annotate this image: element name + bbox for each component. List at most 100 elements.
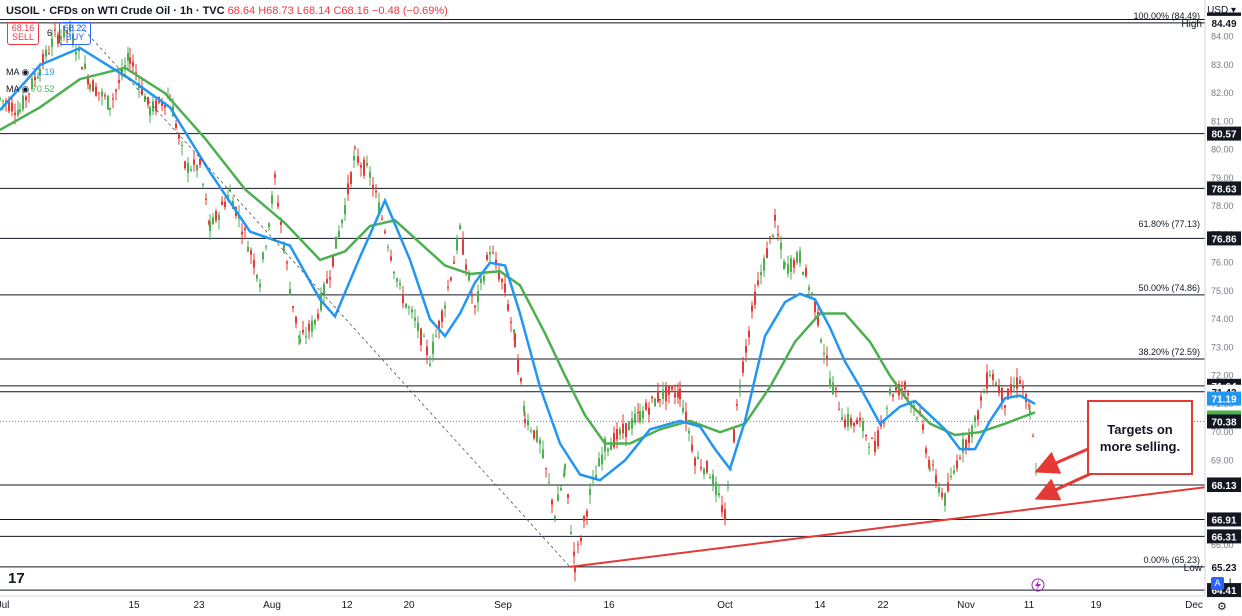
- price-bar-body: [441, 310, 443, 322]
- annotation-callout[interactable]: Targets on more selling.: [1087, 400, 1193, 475]
- price-bar-body: [811, 292, 813, 294]
- auto-scale-button[interactable]: A: [1211, 577, 1224, 590]
- buy-button[interactable]: 68.22 BUY: [59, 22, 91, 45]
- price-bar-body: [477, 290, 479, 303]
- y-tick-label: 76.00: [1211, 258, 1234, 268]
- price-label-box: [1207, 15, 1241, 30]
- price-bar-body: [405, 303, 407, 308]
- price-bar-body: [739, 386, 741, 388]
- ma-fast-legend[interactable]: MA ◉ 71.19: [6, 67, 54, 78]
- support-trendline: [569, 486, 1206, 568]
- price-bar-body: [63, 25, 65, 38]
- callout-line-2: more selling.: [1099, 439, 1181, 454]
- price-bar-body: [777, 234, 779, 236]
- price-bar-body: [826, 355, 828, 360]
- price-bar-body: [178, 134, 180, 139]
- price-bar-body: [1028, 404, 1030, 406]
- lightning-icon[interactable]: [1031, 578, 1045, 592]
- price-bar-body: [298, 335, 300, 338]
- gear-icon[interactable]: ⚙: [1217, 601, 1227, 613]
- price-bar-body: [375, 190, 377, 193]
- price-bar-body: [567, 494, 569, 498]
- price-bar-body: [634, 413, 636, 423]
- price-bar-body: [283, 245, 285, 252]
- price-bar-body: [577, 544, 579, 546]
- price-bar-body: [112, 98, 114, 100]
- price-bar-body: [438, 320, 440, 331]
- price-label: 70.38: [1211, 417, 1236, 428]
- eye-icon[interactable]: ◉: [21, 84, 30, 94]
- price-bar-body: [453, 261, 455, 264]
- price-bar-body: [932, 464, 934, 466]
- price-bar-body: [462, 239, 464, 255]
- price-bar-body: [314, 319, 316, 325]
- price-bar-body: [1016, 377, 1018, 389]
- price-bar-body: [504, 283, 506, 293]
- price-bar-body: [950, 475, 952, 478]
- price-bar-body: [642, 410, 644, 419]
- price-bar-body: [209, 221, 211, 231]
- price-bar-body: [347, 183, 349, 195]
- price-bar-body: [745, 346, 747, 353]
- price-bar-body: [465, 264, 467, 270]
- price-bar-body: [757, 280, 759, 285]
- price-bar-body: [175, 123, 177, 129]
- y-tick-label: 75.00: [1211, 286, 1234, 296]
- price-bar-body: [89, 84, 91, 90]
- log-scale-button[interactable]: L: [1229, 577, 1235, 587]
- price-bar-body: [907, 393, 909, 396]
- price-bar-body: [971, 425, 973, 437]
- eye-icon[interactable]: ◉: [21, 67, 30, 77]
- price-bar-body: [87, 76, 89, 85]
- price-bar-body: [691, 444, 693, 451]
- buy-label: BUY: [65, 32, 85, 42]
- price-bar-body: [1013, 386, 1015, 388]
- price-bar-body: [378, 202, 380, 216]
- price-bar-body: [199, 158, 201, 165]
- currency-selector[interactable]: USD ▾: [1207, 5, 1236, 16]
- price-bar-body: [697, 456, 699, 459]
- price-bar-body: [354, 147, 356, 149]
- price-bar-body: [360, 165, 362, 168]
- symbol-title[interactable]: USOIL · CFDs on WTI Crude Oil · 1h · TVC: [6, 5, 225, 17]
- price-bar-body: [953, 470, 955, 474]
- price-bar-body: [72, 33, 74, 46]
- price-label-box: [1207, 559, 1241, 574]
- time-axis[interactable]: Jul 15 23 Aug 12 20 Sep 16 Oct 14 22 Nov 11 19 Dec: [0, 600, 1203, 611]
- price-label: 76.86: [1211, 234, 1236, 245]
- price-bar-body: [127, 52, 129, 61]
- price-bar-body: [631, 418, 633, 429]
- price-bar-body: [357, 156, 359, 163]
- x-tick-label: Dec: [1185, 600, 1203, 611]
- price-bar-body: [510, 321, 512, 323]
- price-bar-body: [721, 505, 723, 513]
- price-bar-body: [928, 459, 930, 468]
- x-tick-label: 16: [603, 600, 615, 611]
- y-tick-label: 70.00: [1211, 427, 1234, 437]
- price-bar-body: [14, 112, 16, 115]
- ma-slow-legend[interactable]: MA ◉ 70.52: [6, 84, 54, 95]
- price-bar-body: [533, 430, 535, 439]
- price-axis[interactable]: 66.0067.0068.0069.0070.0071.0072.0073.00…: [1207, 12, 1241, 598]
- drawings[interactable]: [79, 25, 1206, 568]
- ma-fast-line: [0, 46, 1036, 482]
- y-tick-label: 84.00: [1211, 32, 1234, 42]
- price-bar-body: [468, 271, 470, 281]
- price-bar-body: [527, 420, 529, 426]
- price-bar-body: [922, 424, 924, 431]
- price-bar-body: [892, 394, 894, 397]
- price-bar-body: [215, 211, 217, 221]
- price-bar-body: [850, 418, 852, 426]
- price-bar-body: [662, 389, 664, 399]
- y-tick-label: 80.00: [1211, 145, 1234, 155]
- price-bar-body: [929, 467, 931, 469]
- price-bar-body: [308, 323, 310, 332]
- price-bar-body: [104, 95, 106, 97]
- price-bar-body: [363, 159, 365, 176]
- price-bar-body: [302, 329, 304, 333]
- price-label: 66.91: [1211, 515, 1236, 526]
- price-bar-body: [196, 165, 198, 171]
- sell-button[interactable]: 68.16 SELL: [7, 22, 39, 45]
- price-bar-body: [274, 174, 276, 178]
